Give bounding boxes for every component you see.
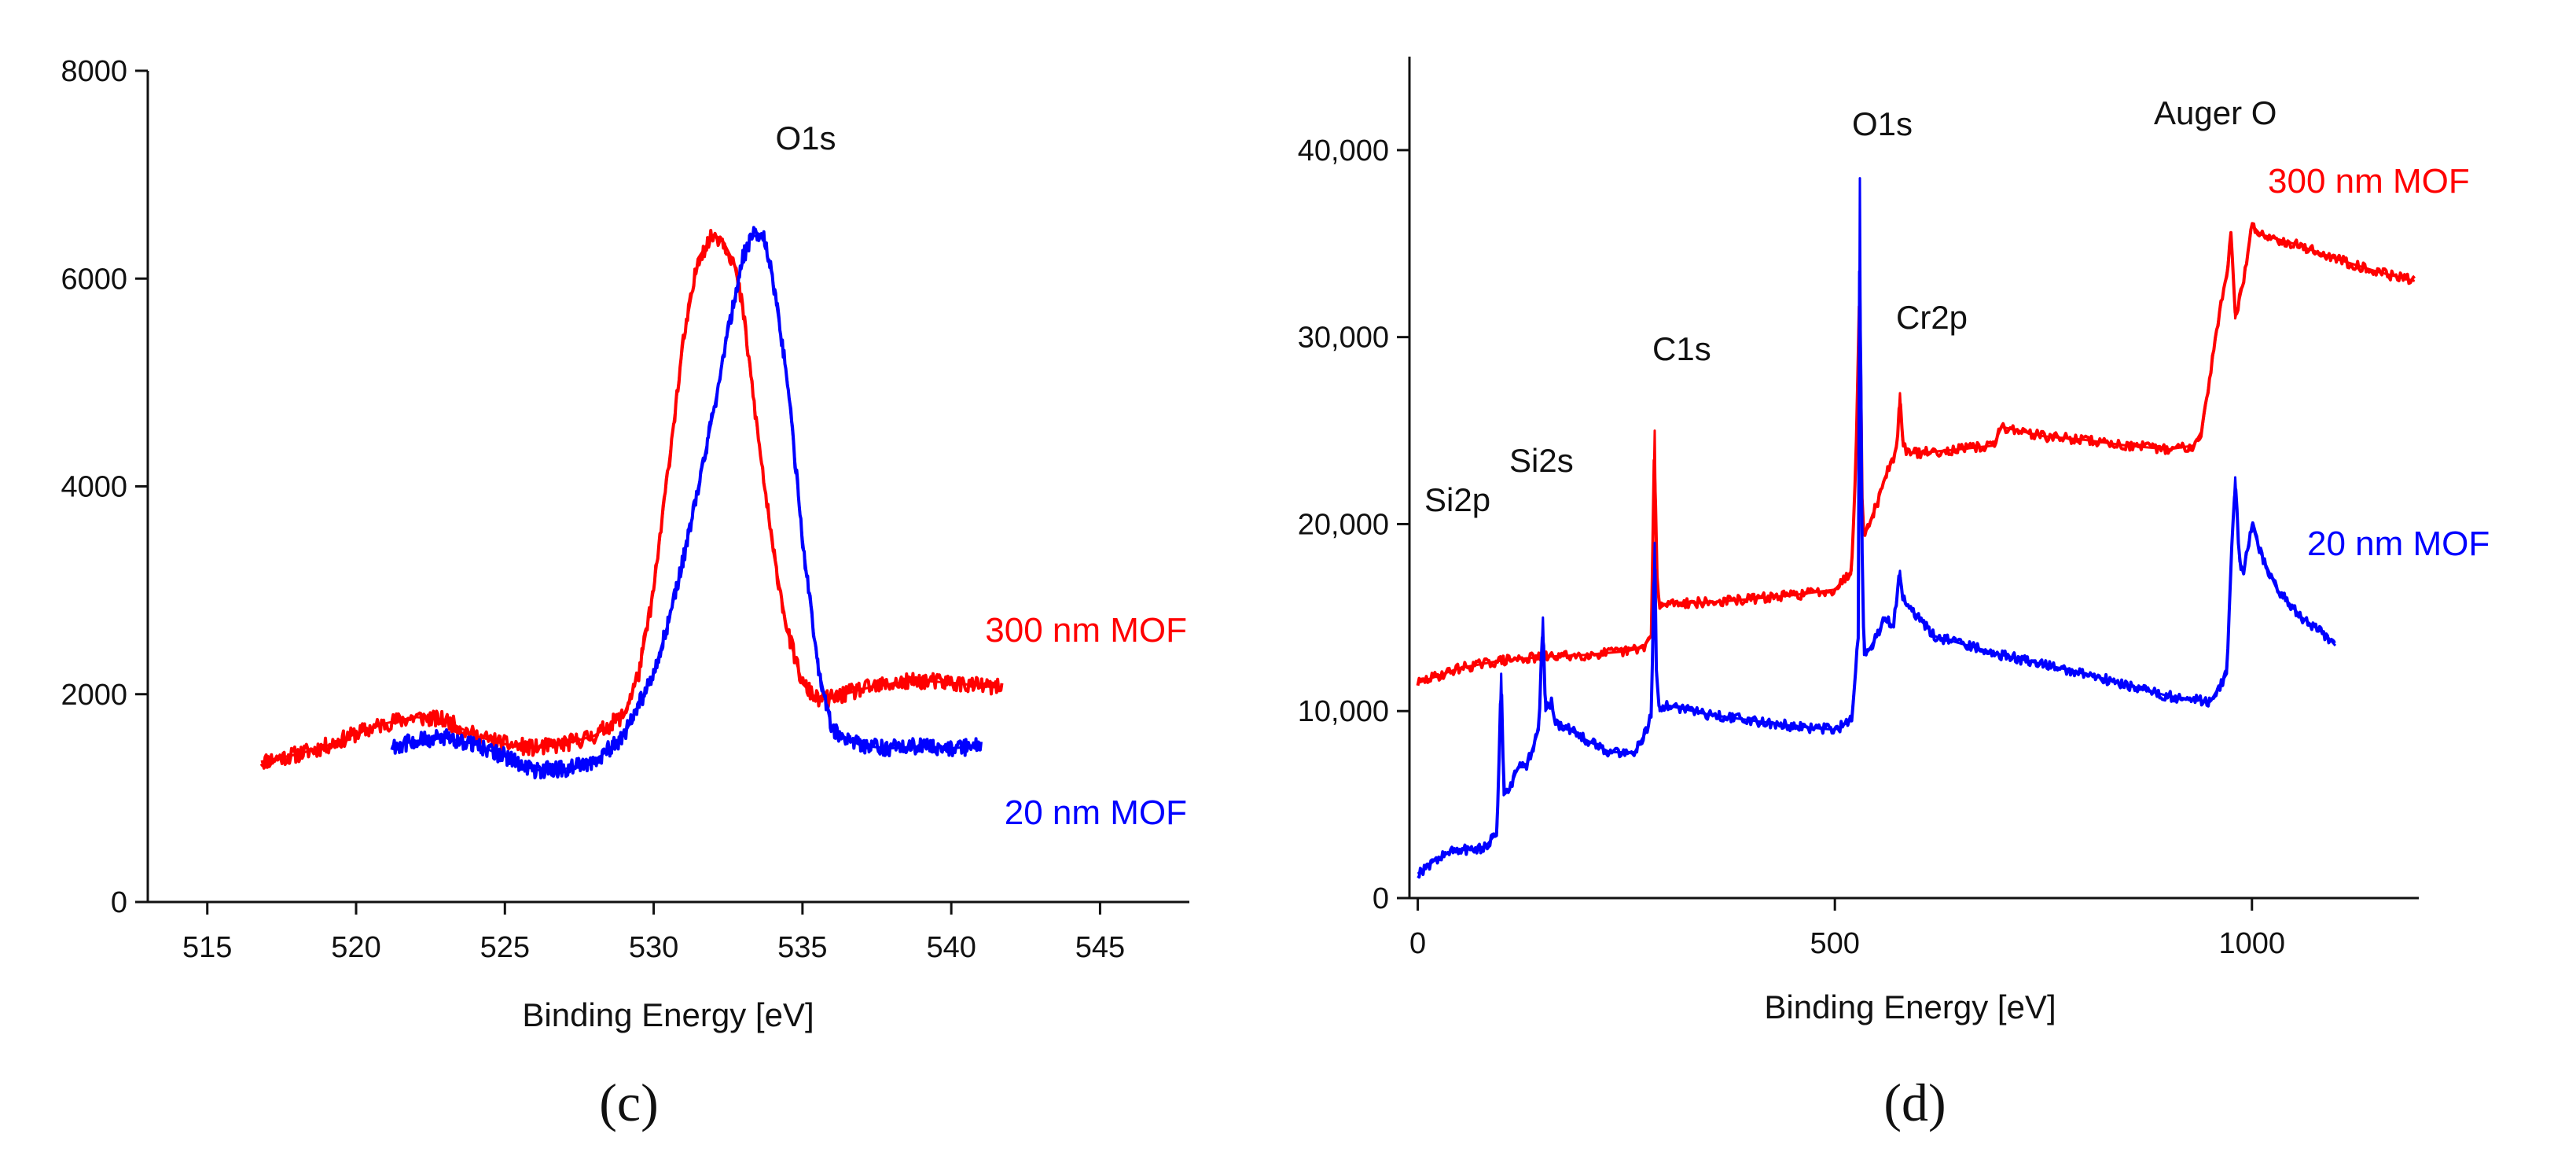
chart-c-series-300nm-mof [259, 229, 1004, 770]
chart-c-series-20nm-mof [390, 226, 983, 780]
chart-d-y-tick-label: 40,000 [1298, 134, 1389, 168]
chart-d-legend-20nm: 20 nm MOF [2307, 525, 2490, 563]
chart-c-y-tick-label: 2000 [61, 679, 127, 712]
chart-c-y-tick-label: 0 [111, 886, 127, 919]
chart-d-x-tick-label: 0 [1409, 927, 1426, 960]
chart-c-x-axis-title: Binding Energy [eV] [522, 996, 814, 1033]
chart-c-series-anchor-300nm-mof [260, 234, 1002, 764]
chart-d-annotation-si2p: Si2p [1424, 481, 1490, 518]
chart-c-y-tick-label: 4000 [61, 471, 127, 504]
chart-d-annotation-si2s: Si2s [1509, 442, 1574, 479]
chart-c-x-tick-label: 535 [777, 931, 827, 964]
chart-d-x-tick-label: 1000 [2218, 927, 2285, 960]
chart-d-y-tick-label: 0 [1373, 882, 1389, 915]
chart-d-y-tick-label: 10,000 [1298, 695, 1389, 728]
chart-d-y-tick-label: 20,000 [1298, 508, 1389, 541]
chart-c-panel-label: (c) [599, 1073, 658, 1132]
chart-c-series-anchor-20nm-mof [391, 234, 982, 771]
chart-d: 0 10,000 20,000 30,000 40,000 0 500 1000 Si2p S… [1298, 57, 2490, 1132]
chart-d-annotation-cr2p: Cr2p [1896, 299, 1968, 336]
chart-c-x-tick-label: 540 [926, 931, 976, 964]
chart-d-series-anchor-20nm-mof [1417, 177, 2337, 875]
chart-c-x-tick-label: 525 [480, 931, 530, 964]
chart-c-y-tick-label: 6000 [61, 263, 127, 296]
chart-d-x-axis-title: Binding Energy [eV] [1764, 988, 2056, 1025]
chart-d-panel-label: (d) [1883, 1073, 1946, 1132]
chart-c-x-tick-label: 515 [182, 931, 232, 964]
chart-c-x-tick-label: 545 [1075, 931, 1125, 964]
chart-c-legend-300nm: 300 nm MOF [985, 611, 1187, 650]
chart-c-legend-20nm: 20 nm MOF [1005, 793, 1187, 832]
chart-d-annotation-o1s: O1s [1852, 105, 1913, 142]
chart-d-y-tick-label: 30,000 [1298, 322, 1389, 355]
chart-c-x-tick-label: 520 [331, 931, 380, 964]
chart-d-annotation-auger-o: Auger O [2154, 94, 2277, 131]
chart-d-annotation-c1s: C1s [1652, 330, 1711, 367]
chart-d-legend-300nm: 300 nm MOF [2268, 162, 2470, 201]
chart-d-series-anchor-300nm-mof [1417, 223, 2416, 685]
chart-c-annotation-o1s: O1s [775, 120, 836, 156]
chart-c: 0 2000 4000 6000 8000 515 520 525 530 535 540 545 O… [61, 55, 1189, 1132]
chart-c-y-tick-label: 8000 [61, 55, 127, 88]
chart-d-x-tick-label: 500 [1810, 927, 1859, 960]
chart-c-x-tick-label: 530 [629, 931, 678, 964]
chart-d-series-20nm-mof [1417, 270, 2336, 879]
